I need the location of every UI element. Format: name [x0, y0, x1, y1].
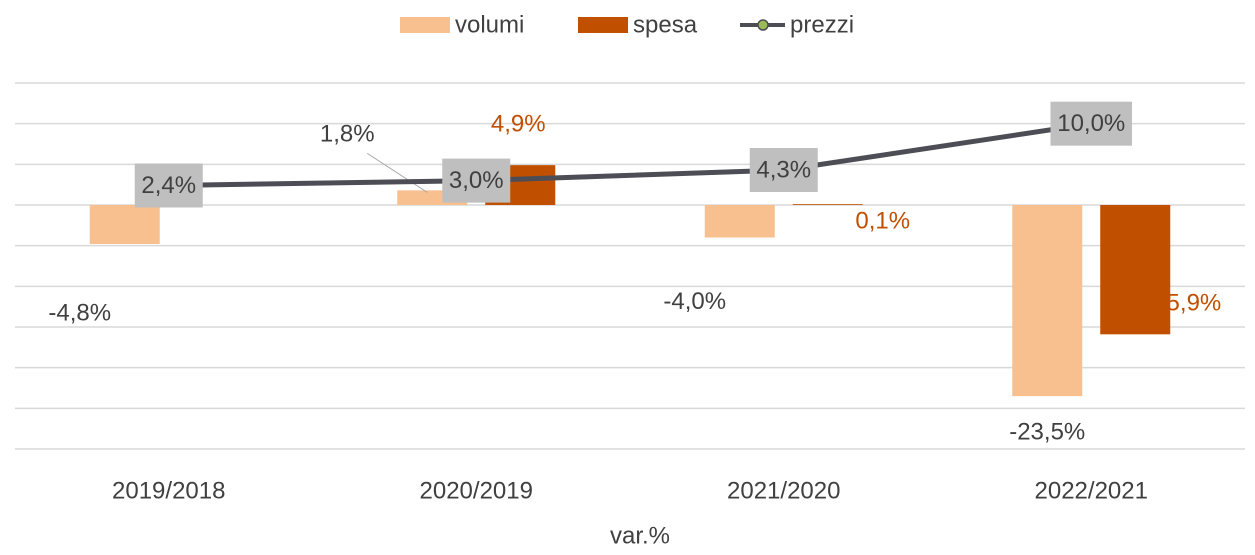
- data-label: 4,3%: [756, 156, 811, 183]
- bar: [89, 205, 160, 245]
- data-label: 0,1%: [855, 208, 910, 235]
- data-label-box: [134, 163, 203, 208]
- bar: [704, 205, 775, 238]
- line: [168, 121, 1092, 188]
- legend-swatch: [400, 17, 450, 33]
- data-label: -23,5%: [1009, 418, 1085, 445]
- bar: [1012, 205, 1083, 397]
- legend-label: spesa: [633, 11, 698, 38]
- x-tick-label: 2019/2018: [112, 477, 225, 504]
- x-axis-title: var.%: [610, 522, 670, 549]
- x-tick-label: 2022/2021: [1035, 477, 1148, 504]
- data-label: 10,0%: [1057, 110, 1125, 137]
- legend-label: prezzi: [790, 11, 854, 38]
- data-label: 4,9%: [491, 110, 546, 137]
- x-tick-label: 2020/2019: [420, 477, 533, 504]
- bar: [1100, 205, 1171, 335]
- leader-line: [366, 152, 428, 193]
- data-label: 2,4%: [141, 172, 196, 199]
- bar: [792, 204, 863, 205]
- data-label: 1,8%: [320, 121, 375, 148]
- data-label: 3,0%: [449, 167, 504, 194]
- data-label: -4,8%: [48, 299, 111, 326]
- data-label: -15,9%: [1145, 290, 1221, 317]
- data-label-box: [442, 158, 511, 203]
- legend-label: volumi: [455, 11, 524, 38]
- legend-swatch: [578, 17, 628, 33]
- data-label-box: [1050, 101, 1132, 146]
- data-label: -4,0%: [663, 288, 726, 315]
- x-tick-label: 2021/2020: [727, 477, 840, 504]
- legend-marker: [757, 19, 769, 31]
- data-label-box: [749, 148, 818, 193]
